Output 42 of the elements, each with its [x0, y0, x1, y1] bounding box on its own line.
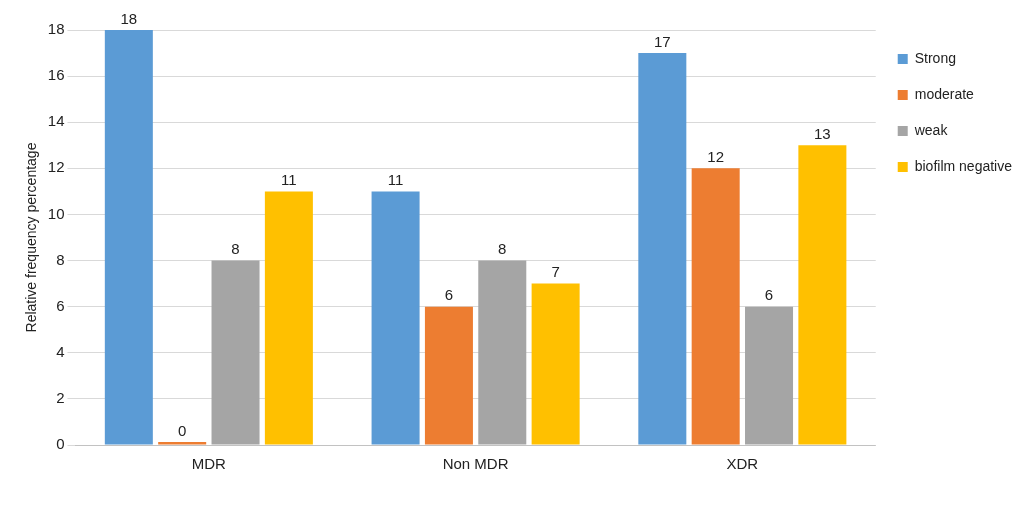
legend-label: weak [913, 121, 949, 138]
y-tick-label: 12 [47, 158, 65, 176]
data-label: 8 [498, 240, 507, 258]
data-label: 11 [387, 171, 404, 189]
bar [424, 306, 473, 445]
data-label: 6 [444, 286, 454, 304]
y-tick-label: 4 [56, 342, 65, 360]
y-tick-label: 6 [56, 296, 65, 314]
bar [158, 442, 207, 445]
bar [745, 306, 794, 445]
x-tick-label: MDR [191, 455, 227, 473]
y-tick-label: 14 [47, 112, 65, 130]
legend-label: biofilm negative [914, 157, 1013, 174]
y-tick-label: 16 [47, 66, 65, 84]
bar [691, 168, 740, 445]
y-tick-label: 0 [56, 435, 65, 453]
y-axis-title: Relative frequency percentage [23, 142, 40, 333]
data-label: 0 [178, 421, 187, 439]
bar [638, 53, 687, 445]
bar [211, 260, 260, 445]
bar [371, 191, 420, 445]
data-label: 7 [551, 263, 560, 281]
bar [798, 145, 847, 445]
data-label: 13 [814, 124, 831, 142]
x-tick-label: Non MDR [442, 455, 509, 473]
data-label: 8 [231, 240, 240, 258]
bar [531, 283, 580, 445]
data-label: 6 [764, 286, 774, 304]
bar [478, 260, 527, 445]
x-tick-label: XDR [726, 455, 759, 473]
data-label: 17 [653, 32, 671, 50]
y-tick-label: 10 [47, 204, 65, 222]
y-tick-label: 2 [56, 389, 65, 407]
legend-label: Strong [914, 49, 956, 66]
bar [104, 30, 153, 445]
data-label: 18 [120, 9, 138, 27]
data-label: 12 [707, 147, 725, 165]
y-tick-label: 8 [56, 250, 65, 268]
legend-label: moderate [914, 85, 975, 102]
y-tick-label: 18 [47, 20, 65, 38]
data-label: 11 [281, 171, 297, 189]
bar [264, 191, 313, 445]
